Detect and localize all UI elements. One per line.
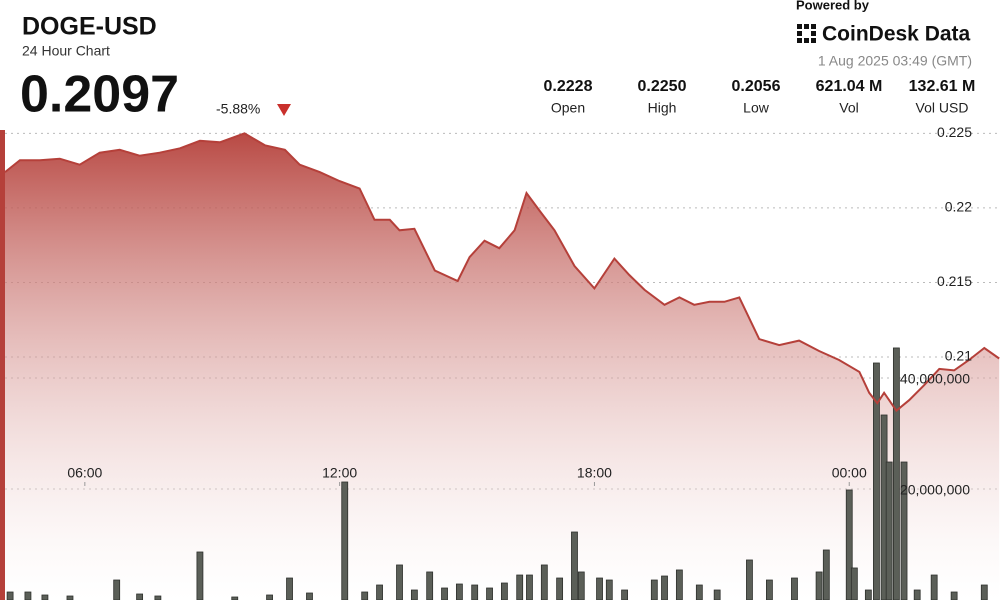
volume-bar <box>900 461 908 600</box>
stat-label: High <box>648 100 677 116</box>
stat-value: 0.2056 <box>732 78 781 95</box>
volume-bar <box>376 584 383 600</box>
x-tick-label: 00:00 <box>832 465 867 481</box>
volume-bar <box>266 594 273 600</box>
volume-bar <box>396 564 403 600</box>
plot-area <box>4 132 1000 600</box>
price: 0.2097 <box>20 66 179 124</box>
y2-tick-label: 20,000,000 <box>900 482 970 498</box>
stat-value: 0.2250 <box>638 78 687 95</box>
volume-bar <box>526 574 533 600</box>
volume-bar <box>66 595 74 600</box>
volume-bar <box>516 574 524 600</box>
stat-value: 132.61 M <box>909 78 976 95</box>
ticker: DOGE-USD <box>22 13 157 41</box>
volume-bar <box>6 591 14 600</box>
volume-bar <box>540 564 548 600</box>
stat-label: Vol USD <box>916 100 969 116</box>
volume-bar <box>486 587 493 600</box>
stat-value: 0.2228 <box>544 78 593 95</box>
volume-bar <box>822 549 830 600</box>
volume-bar <box>791 577 798 600</box>
change: -5.88% <box>216 101 260 117</box>
brand: CoinDesk Data <box>822 23 971 46</box>
volume-bar <box>873 362 880 600</box>
x-tick-label: 12:00 <box>322 465 357 481</box>
price-area <box>5 133 1000 600</box>
stat-value: 621.04 M <box>816 78 883 95</box>
volume-bar <box>341 481 349 600</box>
volume-bar <box>913 589 921 600</box>
volume-bar <box>766 579 773 600</box>
volume-bar <box>556 577 564 600</box>
down-arrow <box>277 104 291 116</box>
volume-bar <box>231 596 239 600</box>
volume-bar <box>746 559 753 600</box>
volume-bar <box>930 574 938 600</box>
volume-bar <box>864 589 872 600</box>
volume-bar <box>154 595 162 600</box>
y-tick-label: 0.215 <box>937 273 972 289</box>
volume-bar <box>713 589 721 600</box>
powered-by: Powered by <box>796 0 870 12</box>
volume-bar <box>621 589 628 600</box>
volume-bar <box>361 591 369 600</box>
y2-tick-label: 40,000,000 <box>900 371 970 387</box>
volume-bar <box>426 571 434 600</box>
volume-bar <box>605 579 613 600</box>
y-tick-label: 0.225 <box>937 124 972 140</box>
volume-bar <box>306 592 313 600</box>
volume-bar <box>650 579 658 600</box>
logo-icon <box>797 24 816 43</box>
volume-bar <box>501 582 508 600</box>
volume-bar <box>596 577 603 600</box>
volume-bar <box>441 587 448 600</box>
x-tick-label: 18:00 <box>577 465 612 481</box>
volume-bar <box>286 577 293 600</box>
volume-bar <box>113 579 121 600</box>
volume-bar <box>410 589 418 600</box>
volume-bar <box>571 531 578 600</box>
stat-label: Vol <box>839 100 858 116</box>
y-tick-label: 0.22 <box>945 199 972 215</box>
volume-bar <box>980 584 988 600</box>
volume-bar <box>661 575 668 600</box>
volume-bar <box>675 569 683 600</box>
volume-bar <box>136 593 144 600</box>
volume-bar <box>695 584 703 600</box>
volume-bar <box>850 567 858 600</box>
y-tick-label: 0.21 <box>945 348 972 364</box>
volume-bar <box>885 461 893 600</box>
subtitle: 24 Hour Chart <box>22 43 110 59</box>
stat-label: Open <box>551 100 585 116</box>
left-edge <box>0 130 5 600</box>
volume-bar <box>577 571 585 600</box>
volume-bar <box>892 347 900 600</box>
volume-bar <box>24 591 32 600</box>
volume-bar <box>455 583 463 600</box>
stat-label: Low <box>743 100 770 116</box>
stats: 0.2228 Open 0.2250 High 0.2056 Low 621.04 M Vol… <box>544 78 976 115</box>
volume-bar <box>815 571 823 600</box>
price-line <box>4 132 1000 413</box>
volume-bar <box>471 584 479 600</box>
volume-bar <box>196 551 204 600</box>
volume-bar <box>950 591 958 600</box>
x-tick-label: 06:00 <box>67 465 102 481</box>
volume-bar <box>41 594 49 600</box>
timestamp: 1 Aug 2025 03:49 (GMT) <box>818 53 972 69</box>
